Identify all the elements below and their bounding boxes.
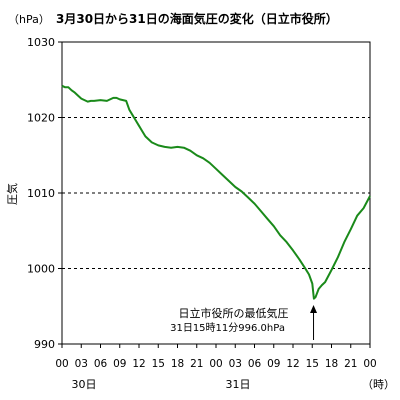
date-labels: 30日 31日 <box>72 378 251 391</box>
annotation-line-2: 31日15時11分996.0hPa <box>170 322 285 334</box>
x-tick-label: 03 <box>75 358 88 370</box>
x-unit-label: （時） <box>362 378 395 391</box>
y-tick-label: 1030 <box>27 36 55 49</box>
x-tick-label: 18 <box>325 358 338 370</box>
x-axis-ticks: 00 03 06 09 12 15 18 21 00 03 06 09 12 15 18 21 00 <box>55 344 377 370</box>
gridlines <box>62 117 370 269</box>
chart-title: 3月30日から31日の海面気圧の変化（日立市役所） <box>56 11 338 26</box>
pressure-line <box>61 84 371 300</box>
x-tick-label: 00 <box>55 358 68 370</box>
x-tick-label: 15 <box>152 358 165 370</box>
annotation-line-1: 日立市役所の最低気圧 <box>179 306 289 320</box>
x-tick-label: 21 <box>344 358 357 370</box>
x-tick-label: 03 <box>229 358 242 370</box>
x-tick-label: 15 <box>306 358 319 370</box>
x-tick-label: 09 <box>113 358 126 370</box>
y-unit-label: （hPa） <box>8 13 50 26</box>
y-tick-label: 1010 <box>27 187 55 200</box>
date-label: 30日 <box>72 378 97 391</box>
y-tick-label: 1020 <box>27 112 55 125</box>
x-tick-label: 00 <box>363 358 376 370</box>
annotation-arrowhead <box>310 305 318 313</box>
x-tick-label: 06 <box>94 358 108 370</box>
min-pressure-annotation: 日立市役所の最低気圧 31日15時11分996.0hPa <box>170 305 318 340</box>
y-tick-label: 1000 <box>27 263 55 276</box>
series-layer <box>61 84 371 300</box>
plot-frame <box>61 41 371 345</box>
y-tick-label: 990 <box>34 338 55 351</box>
y-axis-ticks: 990 1000 1010 1020 1030 <box>27 36 62 351</box>
date-label: 31日 <box>226 378 251 391</box>
x-tick-label: 21 <box>190 358 203 370</box>
x-tick-label: 09 <box>267 358 280 370</box>
y-axis-label: 圧気 <box>5 183 19 205</box>
x-tick-label: 18 <box>171 358 184 370</box>
x-tick-label: 12 <box>286 358 299 370</box>
x-tick-label: 06 <box>248 358 262 370</box>
x-tick-label: 12 <box>132 358 145 370</box>
x-tick-label: 00 <box>209 358 222 370</box>
